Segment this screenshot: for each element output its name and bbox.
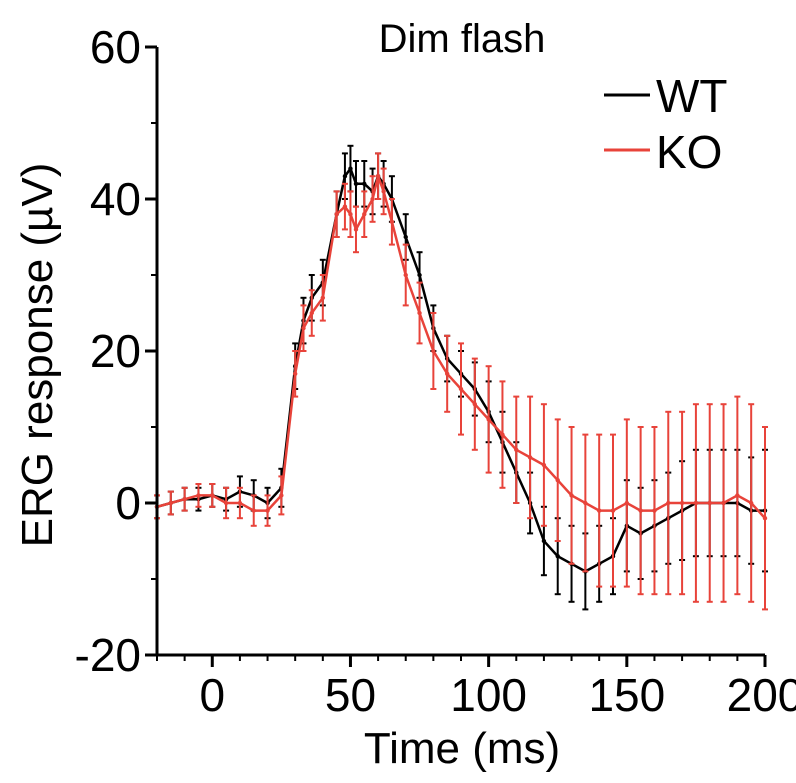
y-tick-label: -20	[75, 629, 141, 681]
point-wt	[555, 554, 560, 559]
point-ko	[403, 272, 408, 278]
point-ko	[638, 508, 643, 513]
x-tick-label: 100	[450, 669, 527, 721]
point-ko	[472, 402, 478, 407]
legend-label-ko: KO	[656, 126, 722, 178]
point-ko	[486, 417, 491, 422]
point-wt	[362, 181, 367, 186]
y-tick-label: 40	[90, 173, 141, 225]
point-ko	[370, 196, 375, 202]
point-ko	[748, 500, 754, 506]
y-tick-label: 0	[115, 477, 141, 529]
point-ko	[334, 212, 339, 217]
point-ko	[342, 204, 348, 209]
point-wt	[348, 166, 353, 171]
point-ko	[381, 189, 386, 194]
point-ko	[362, 212, 367, 217]
point-ko	[444, 371, 450, 376]
point-ko	[348, 212, 353, 217]
point-ko	[309, 310, 314, 316]
point-ko	[223, 500, 229, 506]
line-ko	[156, 171, 766, 520]
point-ko	[182, 497, 187, 502]
point-wt	[417, 272, 422, 278]
axes: 0 50 100 150 200 -20 0 20 40 60	[75, 21, 796, 721]
legend: WT KO	[604, 70, 728, 178]
point-ko	[541, 462, 547, 468]
x-tick-label: 0	[199, 669, 225, 721]
point-ko	[279, 493, 284, 498]
point-wt	[403, 234, 408, 240]
point-ko	[652, 508, 657, 513]
point-ko	[375, 174, 381, 179]
point-wt	[541, 538, 547, 544]
line-wt	[156, 165, 765, 573]
y-axis-label: ERG response (µV)	[13, 163, 62, 548]
point-ko	[707, 500, 712, 506]
point-ko	[721, 500, 726, 506]
point-ko	[265, 508, 270, 513]
plot-area	[154, 144, 768, 611]
x-tick-label: 200	[727, 669, 796, 721]
point-ko	[583, 500, 588, 506]
point-ko	[527, 455, 533, 460]
legend-label-wt: WT	[656, 70, 728, 122]
point-ko	[762, 516, 768, 521]
point-ko	[301, 326, 306, 331]
point-ko	[514, 447, 519, 452]
point-ko	[168, 500, 174, 506]
point-ko	[196, 493, 201, 498]
y-tick-label: 20	[90, 325, 141, 377]
x-tick-label: 150	[588, 669, 665, 721]
point-ko	[320, 295, 326, 300]
point-ko	[237, 500, 243, 506]
point-ko	[417, 310, 422, 316]
point-ko	[666, 500, 671, 506]
point-ko	[500, 432, 505, 437]
point-ko	[569, 493, 574, 498]
chart-title: Dim flash	[379, 17, 546, 61]
point-ko	[389, 219, 395, 224]
point-ko	[679, 500, 685, 506]
point-ko	[624, 500, 630, 506]
point-ko	[431, 348, 436, 354]
x-ticks: 0 50 100 150 200	[156, 655, 796, 721]
point-ko	[458, 386, 464, 392]
point-ko	[292, 371, 298, 376]
point-wt	[353, 181, 359, 186]
point-ko	[251, 508, 256, 513]
point-ko	[693, 500, 699, 506]
point-ko	[353, 227, 359, 232]
point-ko	[596, 508, 602, 513]
point-ko	[610, 508, 616, 513]
point-ko	[735, 493, 740, 498]
y-tick-label: 60	[90, 21, 141, 73]
y-ticks: -20 0 20 40 60	[75, 21, 157, 681]
point-ko	[210, 493, 215, 498]
x-axis-label: Time (ms)	[364, 724, 560, 773]
point-wt	[342, 174, 348, 179]
point-ko	[555, 478, 560, 483]
x-tick-label: 50	[325, 669, 376, 721]
series-ko	[154, 152, 768, 611]
